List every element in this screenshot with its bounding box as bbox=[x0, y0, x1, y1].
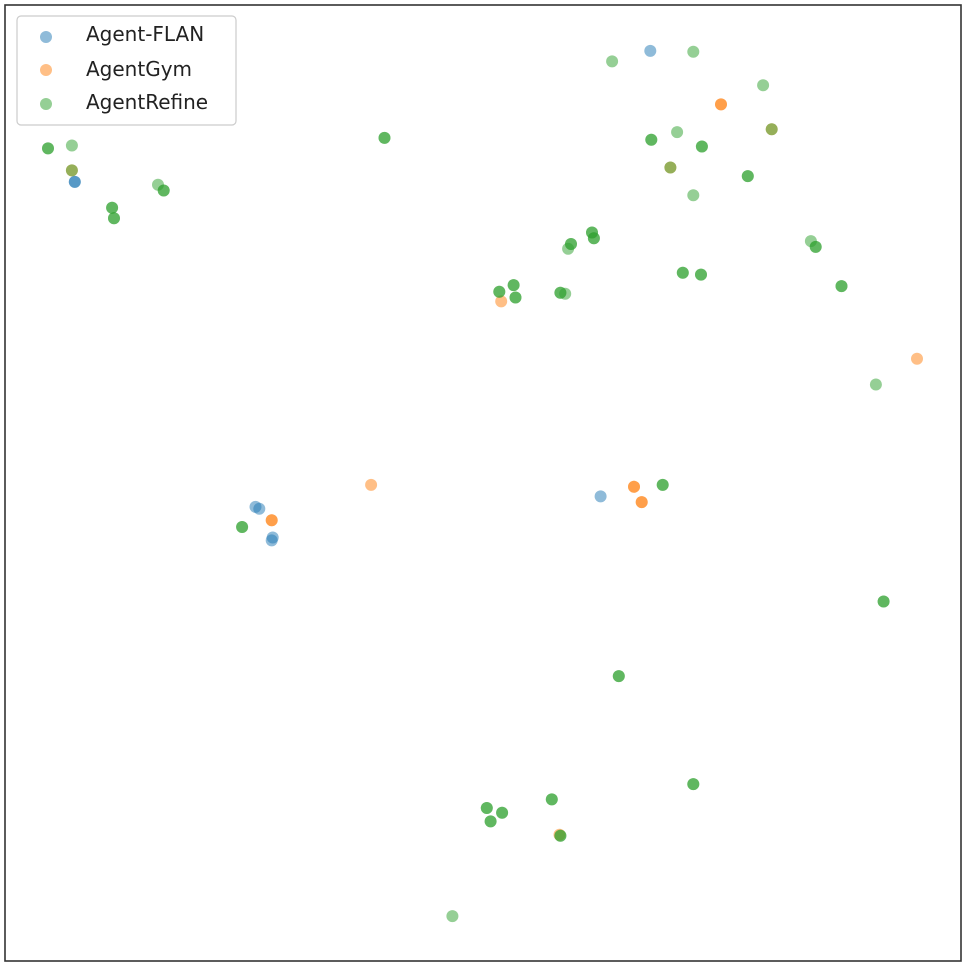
data-point bbox=[42, 142, 54, 155]
data-point bbox=[106, 201, 119, 214]
data-point bbox=[911, 352, 923, 365]
data-point bbox=[545, 793, 558, 806]
data-point bbox=[484, 815, 497, 828]
legend-marker bbox=[40, 31, 52, 43]
points-layer bbox=[42, 44, 923, 923]
data-point bbox=[687, 778, 700, 791]
legend-label: AgentRefine bbox=[86, 90, 208, 114]
data-point bbox=[565, 238, 577, 250]
data-point bbox=[687, 45, 700, 58]
data-point bbox=[809, 240, 822, 253]
data-point bbox=[378, 131, 391, 144]
data-point bbox=[664, 161, 677, 174]
data-point bbox=[877, 595, 890, 608]
data-point bbox=[765, 123, 778, 136]
plot-frame bbox=[4, 4, 962, 962]
data-point bbox=[835, 280, 848, 293]
data-point bbox=[612, 670, 625, 683]
legend-entry-agent-flan: Agent-FLAN bbox=[40, 22, 204, 46]
data-point bbox=[695, 268, 707, 281]
legend-entry-agentrefine: AgentRefine bbox=[40, 90, 208, 114]
data-point bbox=[266, 531, 279, 544]
legend-entry-agentgym: AgentGym bbox=[40, 57, 192, 81]
data-point bbox=[509, 291, 522, 304]
legend: Agent-FLAN AgentGym AgentRefine bbox=[16, 15, 237, 126]
data-point bbox=[496, 806, 509, 819]
data-point bbox=[157, 184, 170, 197]
data-point bbox=[715, 98, 727, 111]
data-point bbox=[495, 295, 508, 308]
series-agentrefine bbox=[42, 45, 890, 923]
data-point bbox=[65, 139, 78, 152]
legend-marker bbox=[40, 64, 52, 76]
data-point bbox=[65, 164, 78, 177]
data-point bbox=[656, 478, 669, 491]
legend-label: Agent-FLAN bbox=[86, 22, 204, 46]
data-point bbox=[606, 55, 619, 68]
data-point bbox=[628, 480, 640, 493]
data-point bbox=[446, 910, 459, 923]
data-point bbox=[687, 189, 700, 202]
data-point bbox=[869, 378, 882, 391]
data-point bbox=[587, 232, 600, 245]
data-point bbox=[671, 126, 684, 139]
data-point bbox=[68, 175, 81, 188]
data-point bbox=[554, 286, 567, 299]
legend-label: AgentGym bbox=[86, 57, 192, 81]
legend-marker bbox=[40, 98, 52, 110]
data-point bbox=[480, 802, 493, 814]
series-agent-flan bbox=[68, 44, 657, 547]
data-point bbox=[236, 521, 249, 533]
data-point bbox=[253, 502, 266, 515]
data-point bbox=[695, 140, 708, 153]
data-point bbox=[757, 79, 770, 92]
data-point bbox=[507, 279, 520, 292]
data-point bbox=[676, 266, 689, 279]
data-point bbox=[644, 44, 657, 57]
data-point bbox=[741, 170, 754, 183]
data-point bbox=[365, 478, 378, 491]
data-point bbox=[645, 133, 658, 146]
data-point bbox=[594, 490, 607, 503]
data-point bbox=[108, 212, 120, 225]
data-point bbox=[635, 496, 648, 509]
legend-box bbox=[16, 15, 237, 126]
data-point bbox=[493, 285, 506, 298]
data-point bbox=[265, 514, 278, 527]
data-point bbox=[554, 829, 567, 842]
